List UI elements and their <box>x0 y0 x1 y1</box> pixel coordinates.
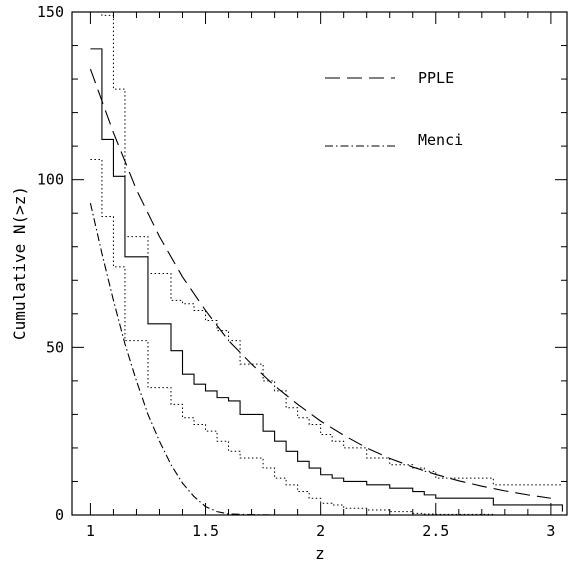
y-axis-label: Cumulative N(>z) <box>10 186 29 340</box>
x-tick-label: 1 <box>86 522 95 540</box>
x-tick-label: 1.5 <box>192 522 219 540</box>
observed-counts-line <box>90 48 563 512</box>
y-tick-label: 100 <box>37 171 64 189</box>
x-tick-label: 2 <box>316 522 325 540</box>
y-tick-label: 150 <box>37 3 64 21</box>
x-tick-label: 3 <box>546 522 555 540</box>
y-tick-label: 50 <box>46 338 64 356</box>
y-tick-label: 0 <box>55 506 64 524</box>
legend-label-pple: PPLE <box>418 69 454 87</box>
upper-bound-line <box>101 12 563 486</box>
tick-labels: 1 1.5 2 2.5 3 0 50 100 150 <box>37 3 555 540</box>
pple-model-line <box>89 68 551 499</box>
x-axis-label: z <box>315 544 325 563</box>
legend: PPLE Menci <box>325 69 463 149</box>
axis-ticks <box>72 11 567 516</box>
x-tick-label: 2.5 <box>422 522 449 540</box>
legend-label-menci: Menci <box>418 131 463 149</box>
lower-bound-line <box>90 159 563 515</box>
series-layer <box>89 12 563 515</box>
plot-frame <box>71 11 568 516</box>
